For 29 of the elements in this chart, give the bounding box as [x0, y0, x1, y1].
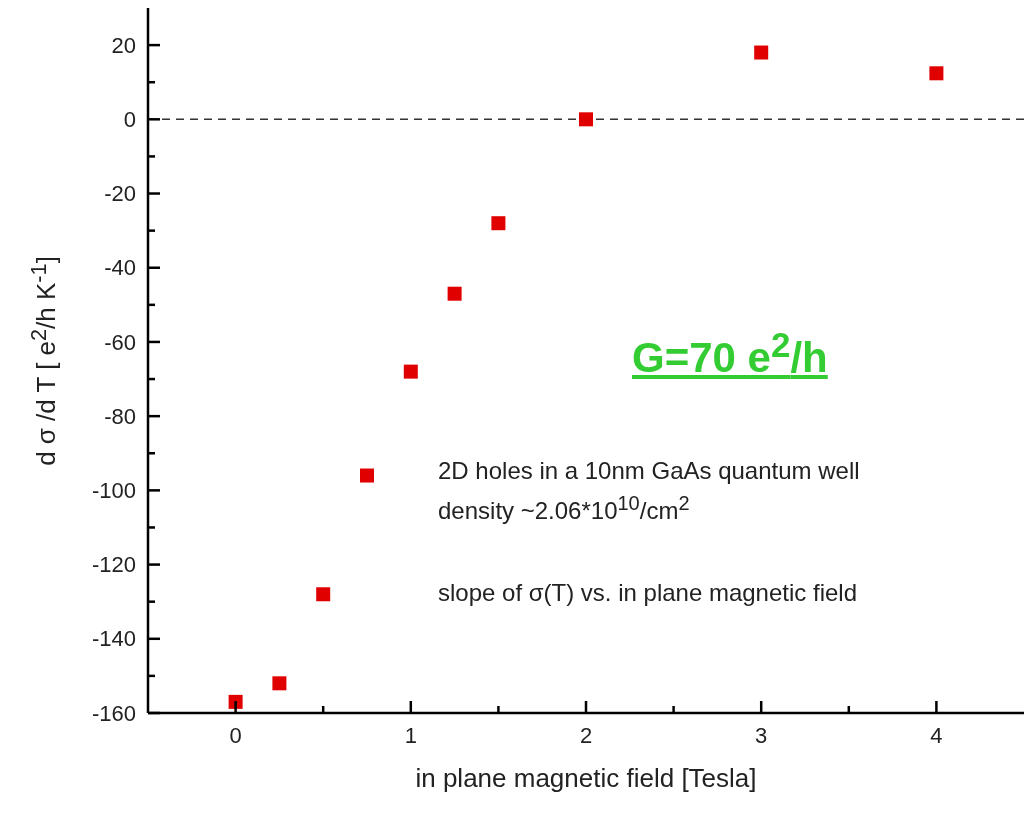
y-tick-label: -80	[104, 403, 136, 429]
point	[360, 468, 374, 483]
y-tick-label: -40	[104, 255, 136, 281]
y-tick-label: 20	[111, 32, 136, 58]
point	[579, 112, 593, 127]
x-tick-label: 1	[404, 723, 417, 748]
annotation: density ~2.06*10$^{10}$/cm$^{2}$	[438, 492, 690, 525]
y-tick-label: -100	[91, 478, 136, 504]
x-axis-title: in plane magnetic field [Tesla]	[415, 763, 757, 794]
x-tick-label: 2	[579, 723, 593, 748]
point	[491, 216, 506, 231]
y-tick-label: -20	[104, 181, 136, 207]
x-tick-label: 3	[755, 723, 768, 748]
y-tick-label: -160	[91, 700, 136, 726]
point	[316, 587, 331, 602]
point	[272, 676, 287, 691]
point	[929, 66, 944, 81]
point	[447, 286, 462, 301]
x-tick-label: 0	[229, 723, 242, 748]
y-tick-label: -140	[91, 626, 136, 652]
annotation: 2D holes in a 10nm GaAs quantum well	[438, 457, 860, 485]
annotation: G=70 e$^{2}$/h	[632, 325, 828, 382]
y-tick-label: -60	[104, 329, 136, 355]
point	[403, 364, 418, 379]
x-tick-label: 4	[930, 723, 943, 748]
annotation: slope of σ(T) vs. in plane magnetic field	[438, 579, 858, 607]
point	[754, 45, 769, 60]
y-tick-label: -120	[91, 552, 136, 578]
y-tick-label: 0	[123, 107, 136, 133]
